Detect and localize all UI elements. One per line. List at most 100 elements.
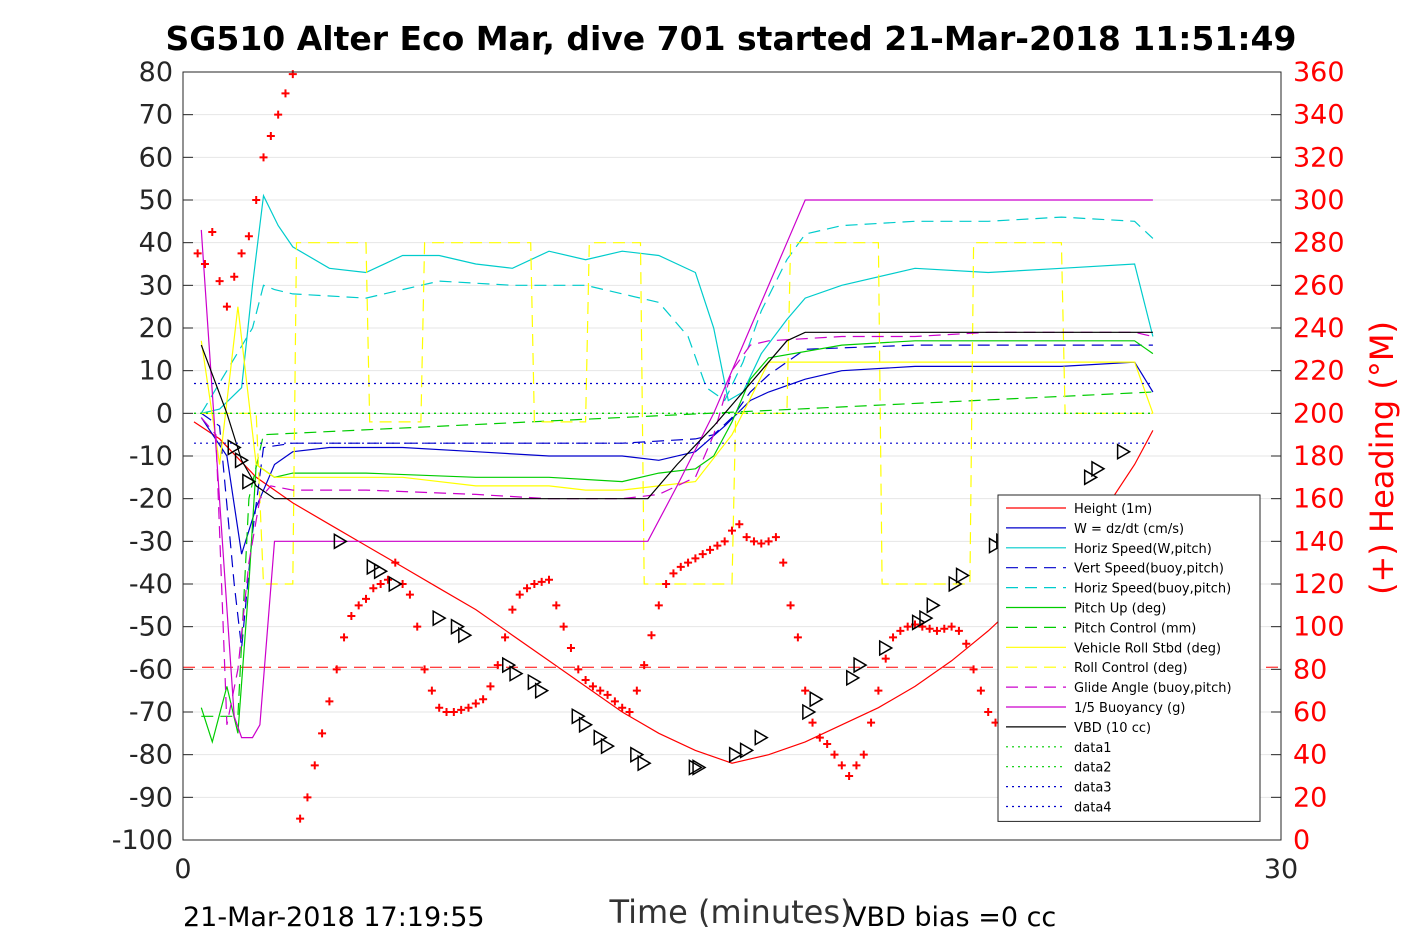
heading-point <box>457 705 466 714</box>
glide-marker <box>501 656 517 674</box>
y-tick-label: 0 <box>156 398 173 429</box>
heading-point <box>808 718 817 727</box>
y2-tick-label: 240 <box>1293 313 1345 344</box>
legend-label: Roll Control (deg) <box>1074 661 1188 676</box>
legend-label: Pitch Control (mm) <box>1074 621 1196 636</box>
heading-point <box>757 539 766 548</box>
heading-point <box>413 622 422 631</box>
y-axis-left: 80 70 60 50 40 30 20 10 0 -10 -20 -30 -40 -50 -60 -70 -8… <box>112 57 193 856</box>
heading-point <box>244 232 253 241</box>
heading-point <box>852 761 861 770</box>
glide-marker <box>802 703 817 721</box>
heading-point <box>376 580 385 588</box>
heading-point <box>742 533 751 542</box>
heading-point <box>618 703 627 712</box>
heading-point <box>588 682 597 691</box>
heading-point <box>501 633 510 642</box>
y-tick-label: -20 <box>129 484 173 515</box>
heading-point <box>676 562 685 571</box>
series-line-7 <box>200 306 1154 491</box>
series-line-3 <box>200 344 1153 649</box>
heading-point <box>215 277 224 286</box>
y2-tick-label: 140 <box>1293 526 1345 557</box>
heading-point <box>391 558 400 567</box>
heading-point <box>296 814 305 823</box>
heading-point <box>566 644 575 652</box>
heading-point <box>749 537 758 546</box>
x-axis-label: Time (minutes) <box>609 893 853 931</box>
heading-point <box>684 558 693 567</box>
heading-point <box>552 601 561 610</box>
y2-tick-label: 40 <box>1293 740 1327 771</box>
glide-marker <box>571 707 586 725</box>
y-tick-label: -100 <box>112 825 173 856</box>
y2-tick-label: 320 <box>1293 142 1345 173</box>
glide-marker <box>234 451 250 469</box>
glide-marker <box>630 746 645 763</box>
y2-tick-label: 220 <box>1293 356 1345 387</box>
series-layer <box>183 193 1281 764</box>
heading-point <box>332 665 341 674</box>
heading-point <box>976 686 985 695</box>
heading-point <box>193 249 202 258</box>
glide-marker <box>1116 443 1132 461</box>
y2-tick-label: 60 <box>1293 697 1327 728</box>
heading-point <box>662 580 671 588</box>
heading-point <box>200 260 209 268</box>
glide-marker <box>948 575 963 593</box>
legend-label: Glide Angle (buoy,pitch) <box>1074 681 1232 696</box>
glide-marker <box>688 759 703 776</box>
heading-point <box>288 70 297 79</box>
glide-markers <box>227 439 1132 776</box>
heading-point <box>530 580 539 588</box>
heading-point <box>654 601 663 610</box>
glide-marker <box>926 597 941 614</box>
heading-point <box>837 761 846 770</box>
footer-vbd-bias: VBD bias =0 cc <box>848 902 1056 933</box>
heading-point <box>735 520 744 529</box>
y2-tick-label: 160 <box>1293 484 1345 515</box>
glide-marker <box>450 618 465 635</box>
heading-point <box>632 686 641 695</box>
heading-point <box>801 686 810 695</box>
heading-point <box>325 697 334 706</box>
y2-tick-label: 180 <box>1293 441 1345 472</box>
series-line-9 <box>200 331 1154 725</box>
y2-tick-label: 80 <box>1293 654 1327 685</box>
glide-marker <box>739 742 755 759</box>
heading-point <box>669 569 678 578</box>
heading-point <box>610 697 619 706</box>
legend: Height (1m) W = dz/dt (cm/s) Horiz Speed(W… <box>997 494 1261 822</box>
glide-marker <box>458 626 473 644</box>
y-tick-label: -80 <box>129 740 173 771</box>
glide-marker <box>509 665 524 682</box>
glide-marker <box>388 575 403 593</box>
heading-point <box>208 228 217 236</box>
legend-label: Horiz Speed(buoy,pitch) <box>1074 582 1231 597</box>
heading-point <box>266 132 275 140</box>
y2-tick-label: 300 <box>1293 185 1345 216</box>
y2-tick-label: 360 <box>1293 57 1345 88</box>
y2-axis-label: (+) Heading (°M) <box>1363 321 1401 595</box>
glide-marker <box>366 558 381 576</box>
heading-point <box>845 772 854 780</box>
legend-label: data2 <box>1074 761 1112 776</box>
legend-label: W = dz/dt (cm/s) <box>1074 522 1184 537</box>
heading-point <box>347 612 356 620</box>
glide-marker <box>527 673 542 691</box>
legend-label: Pitch Up (deg) <box>1074 602 1166 617</box>
heading-point <box>764 537 773 546</box>
legend-label: Horiz Speed(W,pitch) <box>1074 542 1212 557</box>
y-tick-label: 30 <box>139 270 173 301</box>
y-tick-label: 40 <box>139 228 173 259</box>
y-tick-label: -40 <box>129 569 173 600</box>
y-axis-right: 3603403203002802602402202001801601401201… <box>1271 57 1345 856</box>
glide-marker <box>878 639 894 657</box>
y-tick-label: -30 <box>129 526 173 557</box>
heading-point <box>647 631 656 640</box>
heading-point <box>281 89 290 98</box>
heading-point <box>318 729 327 738</box>
heading-point <box>969 665 978 674</box>
y2-tick-label: 200 <box>1293 398 1345 429</box>
heading-point <box>962 639 971 648</box>
